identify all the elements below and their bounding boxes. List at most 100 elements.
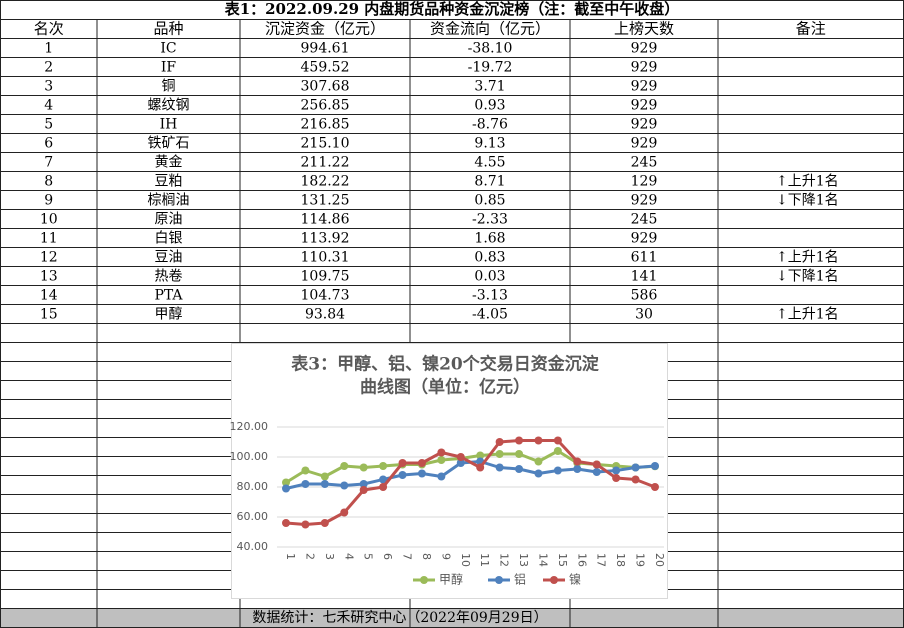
cell: -3.13 [472,288,508,304]
cell: 93.84 [305,307,345,323]
cell: 215.10 [301,136,350,152]
x-tick-label: 19 [634,553,647,567]
cell: 螺纹钢 [148,98,190,114]
y-tick-label: 40.00 [237,540,269,553]
point [495,438,504,446]
point [320,480,329,488]
point [379,475,388,484]
point [515,450,524,458]
point [573,457,582,466]
cell: 4.55 [474,155,505,171]
x-tick-label: 1 [284,553,297,560]
point [495,450,504,458]
cell: 豆油 [155,250,183,266]
column-header: 沉淀资金（亿元） [265,20,385,38]
cell: 114.86 [301,212,350,228]
cell: 182.22 [301,174,350,190]
cell: 929 [631,117,658,133]
x-tick-label: 18 [614,553,627,567]
cell: 0.85 [474,193,505,209]
note: ↓下降1名 [776,269,839,285]
cell: IF [161,60,177,76]
cell: -38.10 [468,41,513,57]
cell: 256.85 [301,98,350,114]
point [282,478,290,487]
x-tick-label: 6 [381,553,394,560]
cell: 113.92 [301,231,350,247]
point [553,436,562,445]
point [379,483,388,491]
point [398,471,407,479]
x-tick-label: 17 [595,553,608,567]
chart-title: 表3：甲醇、铝、镍20个交易日资金沉淀 [291,354,599,375]
cell: 1.68 [474,231,505,247]
cell: 0.93 [474,98,505,114]
cell: 0.03 [474,269,505,285]
cell: 3 [44,79,53,95]
y-tick-label: 80.00 [237,480,269,493]
cell: 929 [631,231,658,247]
cell: 141 [631,269,658,285]
point [612,474,621,482]
point [398,459,407,467]
x-tick-label: 5 [362,553,375,560]
point [359,486,368,494]
cell: 9 [44,193,53,209]
table-title: 表1：2022.09.29 内盘期货品种资金沉淀榜（注：截至中午收盘） [225,0,680,18]
note: ↑上升1名 [776,307,839,323]
point [515,465,524,473]
cell: 4 [44,98,53,114]
x-tick-label: 8 [420,553,433,560]
point [534,436,543,445]
note: ↓下降1名 [776,193,839,209]
cell: -19.72 [468,60,513,76]
cell: -8.76 [472,117,508,133]
x-tick-label: 14 [536,553,549,567]
x-tick-label: 16 [575,553,588,567]
point [553,466,562,475]
cell: 铁矿石 [148,136,190,152]
point [340,462,349,470]
cell: 245 [631,212,658,228]
point [417,459,426,467]
cell: 110.31 [301,250,350,266]
y-tick-label: 60.00 [237,510,269,523]
cell: 131.25 [301,193,350,209]
cell: -4.05 [472,307,508,323]
point [456,453,465,461]
cell: 929 [631,193,658,209]
point [573,465,582,473]
point [592,468,601,476]
footer: 数据统计：七禾研究中心（2022年09月29日） [252,610,547,626]
x-tick-label: 4 [342,553,355,560]
note: ↑上升1名 [776,174,839,190]
point [282,519,290,527]
point [476,451,485,460]
x-tick-label: 12 [498,553,511,567]
point [650,483,659,491]
point [340,508,349,517]
point [359,463,368,472]
point [359,480,368,488]
cell: 245 [631,155,658,171]
point [534,457,543,466]
cell: 10 [40,212,58,228]
point [301,480,310,488]
point [437,472,446,481]
x-tick-label: 11 [478,553,491,567]
chart-title: 曲线图（单位：亿元） [360,377,530,398]
point [553,447,562,455]
cell: 11 [40,231,58,247]
cell: 129 [631,174,658,190]
cell: 8 [44,174,53,190]
cell: 211.22 [301,155,350,171]
cell: 929 [631,136,658,152]
legend-label: 甲醇 [439,572,463,587]
point [437,456,446,464]
cell: 5 [44,117,53,133]
point [515,436,524,445]
cell: PTA [154,288,183,304]
x-tick-label: 2 [303,553,316,560]
x-tick-label: 15 [556,553,569,567]
